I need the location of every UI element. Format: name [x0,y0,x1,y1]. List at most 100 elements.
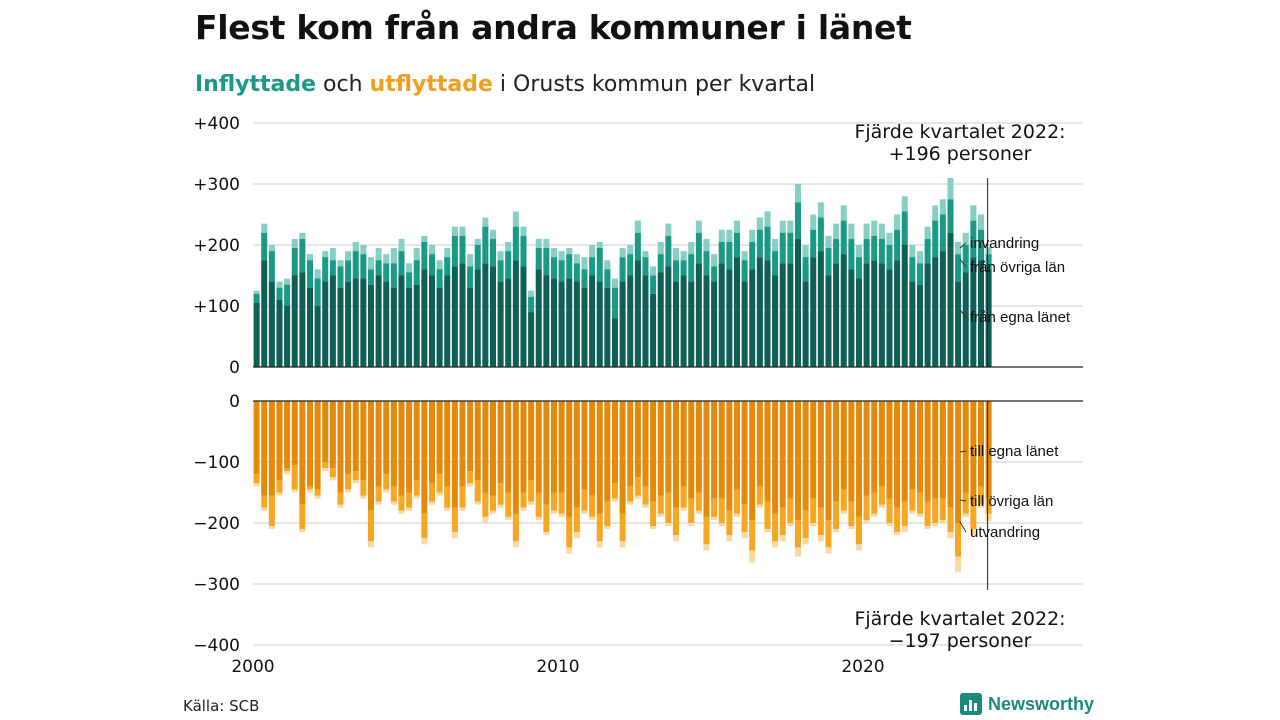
bar-till-egna-lanet [977,401,984,487]
bar-till-ovriga-lan [390,486,397,502]
bar-fran-ovriga-lan [733,232,740,258]
bar-fran-egna-lanet [314,306,321,367]
bar-invandring [642,251,649,258]
bar-invandring [619,248,626,258]
bar-utvandring [894,532,901,536]
bar-till-ovriga-lan [619,513,626,542]
bar-invandring [878,223,885,239]
bar-fran-egna-lanet [665,266,672,367]
bar-fran-egna-lanet [329,275,336,367]
bar-fran-egna-lanet [520,266,527,367]
bar-invandring [817,202,824,218]
bar-utvandring [855,544,862,551]
bar-till-egna-lanet [428,401,435,484]
bar-invandring [345,251,352,261]
legend-utvandring-leader [959,521,967,533]
bar-till-ovriga-lan [787,498,794,523]
bar-fran-egna-lanet [512,260,519,367]
bar-fran-egna-lanet [558,281,565,367]
bar-fran-egna-lanet [802,281,809,367]
bar-fran-egna-lanet [909,281,916,367]
bar-fran-ovriga-lan [764,226,771,261]
bar-fran-ovriga-lan [680,260,687,276]
bar-fran-egna-lanet [604,287,611,367]
bar-invandring [451,226,458,236]
bar-utvandring [512,541,519,548]
bar-fran-egna-lanet [284,306,291,367]
bar-till-egna-lanet [314,401,321,490]
bar-fran-egna-lanet [482,263,489,367]
bar-fran-ovriga-lan [276,287,283,300]
bar-invandring [855,245,862,258]
bar-till-egna-lanet [939,401,946,499]
bar-invandring [573,254,580,264]
bar-fran-egna-lanet [749,269,756,367]
bar-fran-ovriga-lan [550,257,557,279]
bar-till-egna-lanet [306,401,313,487]
bar-till-ovriga-lan [291,465,298,490]
bar-fran-egna-lanet [444,275,451,367]
bar-till-egna-lanet [528,401,535,481]
bar-till-ovriga-lan [855,516,862,545]
bar-till-ovriga-lan [406,492,413,508]
bar-till-egna-lanet [299,401,306,505]
bar-fran-egna-lanet [711,281,718,367]
bar-fran-egna-lanet [596,281,603,367]
bar-fran-egna-lanet [505,278,512,367]
bar-utvandring [596,541,603,548]
bar-till-egna-lanet [909,401,916,490]
brand: Newsworthy [960,693,1094,715]
bar-till-ovriga-lan [398,495,405,511]
bar-till-egna-lanet [672,401,679,508]
bar-utvandring [909,510,916,514]
bar-fran-ovriga-lan [413,260,420,285]
bar-fran-ovriga-lan [352,251,359,279]
bar-invandring [863,223,870,239]
bar-utvandring [672,535,679,542]
bar-till-ovriga-lan [749,519,756,551]
bar-till-egna-lanet [322,401,329,462]
bar-invandring [314,269,321,279]
bar-till-egna-lanet [764,401,771,502]
bar-fran-egna-lanet [840,254,847,367]
bar-till-egna-lanet [726,401,733,511]
bar-till-egna-lanet [482,401,489,493]
bar-till-ovriga-lan [284,468,291,472]
bar-utvandring [352,480,359,484]
bar-till-ovriga-lan [375,486,382,502]
bar-utvandring [764,529,771,533]
bar-fran-ovriga-lan [444,257,451,276]
bar-till-ovriga-lan [711,498,718,517]
bar-utvandring [535,516,542,520]
bar-utvandring [284,471,291,475]
bar-fran-ovriga-lan [619,257,626,282]
bar-fran-ovriga-lan [901,211,908,245]
bar-till-ovriga-lan [589,495,596,517]
bar-fran-ovriga-lan [726,241,733,270]
bar-utvandring [573,532,580,539]
bar-till-ovriga-lan [688,498,695,523]
bar-utvandring [657,513,664,517]
bar-invandring [589,245,596,258]
bar-till-ovriga-lan [848,501,855,527]
bar-fran-egna-lanet [451,266,458,367]
bar-till-ovriga-lan [505,492,512,517]
bar-utvandring [703,544,710,551]
bar-fran-ovriga-lan [383,263,390,282]
bar-fran-egna-lanet [581,287,588,367]
bar-till-ovriga-lan [657,495,664,514]
bar-fran-egna-lanet [962,272,969,367]
bar-invandring [634,220,641,233]
bar-utvandring [878,504,885,508]
bar-fran-ovriga-lan [284,284,291,306]
bar-till-ovriga-lan [611,483,618,499]
bar-utvandring [520,507,527,511]
y-tick-label-bottom: −100 [193,453,240,473]
bar-fran-egna-lanet [764,260,771,367]
bar-invandring [924,226,931,239]
bar-fran-egna-lanet [871,260,878,367]
bar-till-ovriga-lan [627,486,634,502]
bar-fran-ovriga-lan [878,238,885,264]
bar-fran-egna-lanet [733,257,740,367]
bar-invandring [901,196,908,212]
